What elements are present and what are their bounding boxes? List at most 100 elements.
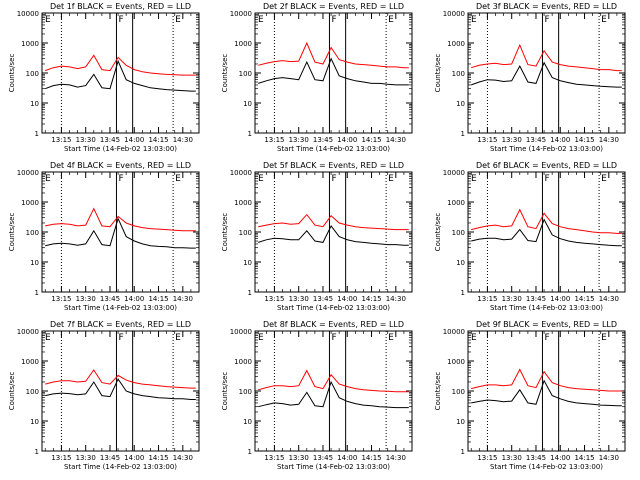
- x-tick-label: 14:00: [337, 454, 357, 462]
- events-series-line: [471, 379, 622, 407]
- x-tick-label: 14:30: [173, 295, 193, 303]
- marker-letter: F: [331, 174, 336, 184]
- x-tick-label: 13:15: [51, 295, 71, 303]
- marker-letter: F: [331, 333, 336, 343]
- marker-letter: E: [471, 15, 477, 25]
- x-tick-label: 13:15: [51, 136, 71, 144]
- events-series-line: [471, 218, 622, 247]
- x-tick-label: 13:30: [76, 454, 96, 462]
- lld-series-line: [471, 368, 622, 392]
- y-tick-label: 1000: [21, 358, 39, 366]
- y-tick-label: 1000: [447, 40, 465, 48]
- y-tick-label: 100: [452, 388, 465, 396]
- marker-letter: E: [45, 15, 51, 25]
- panel-title: Det 9f BLACK = Events, RED = LLD: [476, 320, 617, 329]
- events-series-line: [258, 224, 409, 246]
- y-tick-label: 10: [243, 418, 252, 426]
- x-tick-label: 13:15: [477, 295, 497, 303]
- plot-frame: [41, 171, 200, 293]
- marker-letter: E: [175, 174, 181, 184]
- marker-letter: E: [471, 333, 477, 343]
- x-tick-label: 14:00: [337, 295, 357, 303]
- y-axis-label: Counts/sec: [434, 372, 442, 411]
- x-tick-label: 14:15: [361, 136, 381, 144]
- x-tick-label: 14:15: [148, 136, 168, 144]
- y-tick-label: 10000: [443, 169, 465, 177]
- panel-title: Det 5f BLACK = Events, RED = LLD: [263, 161, 404, 170]
- y-tick-label: 100: [239, 229, 252, 237]
- y-axis-label: Counts/sec: [434, 54, 442, 93]
- events-series-line: [258, 57, 409, 86]
- x-tick-label: 13:30: [76, 295, 96, 303]
- x-tick-label: 14:15: [148, 295, 168, 303]
- y-tick-label: 10000: [443, 10, 465, 18]
- y-tick-label: 100: [26, 229, 39, 237]
- y-tick-label: 1: [248, 448, 252, 456]
- y-axis-label: Counts/sec: [221, 54, 229, 93]
- y-tick-label: 1000: [21, 199, 39, 207]
- y-tick-label: 10: [243, 259, 252, 267]
- y-tick-label: 100: [239, 388, 252, 396]
- y-tick-label: 1: [248, 130, 252, 138]
- marker-letter: F: [118, 333, 123, 343]
- marker-letter: E: [601, 333, 607, 343]
- y-tick-label: 100: [26, 70, 39, 78]
- x-tick-label: 14:15: [574, 295, 594, 303]
- x-axis-label: Start Time (14-Feb-02 13:03:00): [490, 145, 603, 153]
- x-tick-label: 13:45: [313, 454, 333, 462]
- marker-letter: E: [388, 15, 394, 25]
- lld-series-line: [45, 369, 196, 389]
- x-tick-label: 14:30: [386, 295, 406, 303]
- x-axis-label: Start Time (14-Feb-02 13:03:00): [64, 463, 177, 471]
- y-tick-label: 100: [452, 229, 465, 237]
- x-tick-label: 13:45: [526, 295, 546, 303]
- y-tick-label: 1000: [234, 40, 252, 48]
- marker-letter: E: [471, 174, 477, 184]
- x-tick-label: 14:30: [599, 454, 619, 462]
- x-tick-label: 14:15: [361, 295, 381, 303]
- x-tick-label: 13:45: [526, 454, 546, 462]
- y-tick-label: 1: [461, 289, 465, 297]
- x-tick-label: 13:15: [264, 454, 284, 462]
- panel-title: Det 7f BLACK = Events, RED = LLD: [50, 320, 191, 329]
- y-tick-label: 10000: [230, 328, 252, 336]
- y-tick-label: 10000: [443, 328, 465, 336]
- y-tick-label: 10: [30, 418, 39, 426]
- x-tick-label: 13:30: [502, 136, 522, 144]
- x-tick-label: 14:30: [386, 454, 406, 462]
- marker-letter: F: [331, 15, 336, 25]
- y-axis-label: Counts/sec: [434, 213, 442, 252]
- events-series-line: [471, 61, 622, 88]
- x-tick-label: 13:45: [313, 136, 333, 144]
- events-series-line: [45, 378, 196, 400]
- y-tick-label: 1000: [21, 40, 39, 48]
- panel-det-7: Det 7f BLACK = Events, RED = LLD 1 10 100 10…: [8, 320, 200, 471]
- x-tick-label: 14:00: [337, 136, 357, 144]
- panel-title: Det 3f BLACK = Events, RED = LLD: [476, 2, 617, 11]
- events-series-line: [45, 59, 196, 92]
- x-axis-label: Start Time (14-Feb-02 13:03:00): [64, 304, 177, 312]
- y-tick-label: 10: [30, 100, 39, 108]
- y-tick-label: 10000: [17, 328, 39, 336]
- y-tick-label: 100: [452, 70, 465, 78]
- y-tick-label: 1: [461, 448, 465, 456]
- y-tick-label: 1000: [234, 358, 252, 366]
- x-axis-label: Start Time (14-Feb-02 13:03:00): [277, 145, 390, 153]
- x-tick-label: 13:30: [289, 454, 309, 462]
- marker-letter: F: [118, 174, 123, 184]
- x-axis-label: Start Time (14-Feb-02 13:03:00): [277, 463, 390, 471]
- x-tick-label: 14:15: [574, 136, 594, 144]
- x-tick-label: 13:30: [502, 295, 522, 303]
- panel-det-4: Det 4f BLACK = Events, RED = LLD 1 10 100 10…: [8, 161, 200, 312]
- y-tick-label: 1: [461, 130, 465, 138]
- y-tick-label: 1000: [447, 358, 465, 366]
- x-tick-label: 13:15: [264, 295, 284, 303]
- x-tick-label: 13:30: [76, 136, 96, 144]
- x-tick-label: 14:15: [148, 454, 168, 462]
- x-axis-label: Start Time (14-Feb-02 13:03:00): [277, 304, 390, 312]
- y-tick-label: 10: [456, 100, 465, 108]
- marker-letter: E: [175, 333, 181, 343]
- x-axis-label: Start Time (14-Feb-02 13:03:00): [64, 145, 177, 153]
- panel-det-2: Det 2f BLACK = Events, RED = LLD 1 10 100 10…: [221, 2, 413, 153]
- y-tick-label: 10000: [17, 169, 39, 177]
